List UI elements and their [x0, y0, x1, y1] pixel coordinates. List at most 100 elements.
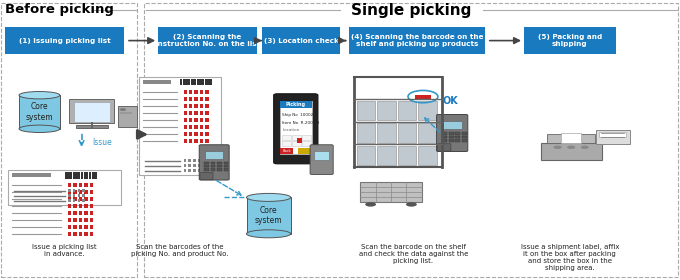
FancyBboxPatch shape	[462, 136, 467, 138]
FancyBboxPatch shape	[200, 132, 203, 136]
FancyBboxPatch shape	[357, 123, 375, 143]
FancyBboxPatch shape	[599, 132, 626, 137]
FancyBboxPatch shape	[120, 112, 133, 114]
FancyBboxPatch shape	[193, 164, 196, 167]
FancyBboxPatch shape	[184, 97, 187, 101]
FancyBboxPatch shape	[211, 169, 216, 171]
FancyBboxPatch shape	[84, 204, 88, 208]
FancyBboxPatch shape	[205, 90, 209, 94]
FancyBboxPatch shape	[68, 211, 71, 215]
FancyBboxPatch shape	[89, 172, 91, 179]
FancyBboxPatch shape	[262, 27, 341, 54]
Ellipse shape	[19, 125, 60, 132]
FancyBboxPatch shape	[199, 145, 229, 180]
FancyBboxPatch shape	[442, 136, 447, 138]
FancyBboxPatch shape	[198, 164, 201, 167]
Text: Core
system: Core system	[255, 206, 282, 225]
FancyBboxPatch shape	[547, 134, 595, 143]
FancyBboxPatch shape	[75, 172, 79, 179]
FancyBboxPatch shape	[186, 79, 188, 85]
Circle shape	[567, 146, 575, 149]
FancyBboxPatch shape	[200, 139, 203, 143]
FancyBboxPatch shape	[68, 189, 71, 192]
FancyBboxPatch shape	[194, 132, 198, 136]
FancyBboxPatch shape	[193, 169, 196, 172]
FancyBboxPatch shape	[188, 169, 191, 172]
FancyBboxPatch shape	[357, 101, 375, 120]
Text: (3) Location check: (3) Location check	[264, 38, 339, 44]
FancyBboxPatch shape	[205, 151, 223, 159]
FancyBboxPatch shape	[183, 79, 186, 85]
Text: (1) Issuing picking list: (1) Issuing picking list	[19, 38, 110, 44]
FancyBboxPatch shape	[462, 132, 467, 135]
FancyBboxPatch shape	[194, 125, 198, 129]
FancyBboxPatch shape	[462, 139, 467, 142]
FancyBboxPatch shape	[280, 101, 311, 108]
FancyBboxPatch shape	[210, 79, 212, 85]
FancyBboxPatch shape	[205, 132, 209, 136]
FancyBboxPatch shape	[596, 130, 630, 144]
FancyBboxPatch shape	[199, 79, 203, 85]
FancyBboxPatch shape	[200, 172, 213, 180]
FancyBboxPatch shape	[377, 123, 396, 143]
Ellipse shape	[247, 230, 291, 238]
FancyBboxPatch shape	[73, 225, 77, 229]
FancyBboxPatch shape	[456, 136, 460, 138]
FancyBboxPatch shape	[144, 3, 678, 277]
FancyBboxPatch shape	[189, 111, 192, 115]
FancyBboxPatch shape	[200, 90, 203, 94]
Text: Ship No  10002: Ship No 10002	[282, 113, 313, 117]
FancyBboxPatch shape	[73, 194, 75, 197]
FancyBboxPatch shape	[418, 101, 437, 120]
FancyBboxPatch shape	[449, 132, 454, 135]
FancyBboxPatch shape	[84, 197, 88, 201]
FancyBboxPatch shape	[194, 104, 198, 108]
FancyBboxPatch shape	[184, 118, 187, 122]
FancyBboxPatch shape	[8, 170, 121, 205]
Text: (4) Scanning the barcode on the
shelf and picking up products: (4) Scanning the barcode on the shelf an…	[351, 34, 483, 47]
FancyBboxPatch shape	[68, 204, 71, 208]
FancyBboxPatch shape	[398, 101, 416, 120]
FancyBboxPatch shape	[189, 90, 192, 94]
FancyBboxPatch shape	[90, 232, 93, 236]
FancyBboxPatch shape	[79, 190, 82, 194]
FancyBboxPatch shape	[67, 172, 71, 179]
FancyBboxPatch shape	[200, 104, 203, 108]
Text: Scan the barcodes of the
picking No. and product No.: Scan the barcodes of the picking No. and…	[131, 244, 229, 256]
FancyBboxPatch shape	[205, 111, 209, 115]
FancyBboxPatch shape	[189, 132, 192, 136]
FancyBboxPatch shape	[184, 159, 186, 162]
FancyBboxPatch shape	[194, 139, 198, 143]
FancyBboxPatch shape	[189, 139, 192, 143]
FancyBboxPatch shape	[82, 194, 85, 197]
FancyBboxPatch shape	[302, 135, 311, 140]
FancyBboxPatch shape	[78, 172, 80, 179]
FancyBboxPatch shape	[68, 232, 71, 236]
FancyBboxPatch shape	[158, 27, 257, 54]
FancyBboxPatch shape	[297, 138, 302, 143]
FancyBboxPatch shape	[184, 90, 187, 94]
FancyBboxPatch shape	[200, 118, 203, 122]
FancyBboxPatch shape	[95, 172, 97, 179]
Bar	[19, 95, 60, 129]
FancyBboxPatch shape	[70, 172, 72, 179]
FancyBboxPatch shape	[73, 190, 77, 194]
FancyBboxPatch shape	[79, 183, 82, 187]
FancyBboxPatch shape	[224, 169, 228, 171]
FancyBboxPatch shape	[194, 79, 196, 85]
FancyBboxPatch shape	[194, 111, 198, 115]
FancyBboxPatch shape	[205, 162, 209, 164]
FancyBboxPatch shape	[449, 139, 454, 142]
FancyBboxPatch shape	[205, 139, 209, 143]
FancyBboxPatch shape	[443, 121, 462, 129]
FancyBboxPatch shape	[73, 211, 77, 215]
FancyBboxPatch shape	[415, 95, 431, 99]
FancyBboxPatch shape	[377, 101, 396, 120]
FancyBboxPatch shape	[188, 79, 190, 85]
Text: Issue a shipment label, affix
it on the box after packing
and store the box in t: Issue a shipment label, affix it on the …	[521, 244, 619, 270]
FancyBboxPatch shape	[200, 97, 203, 101]
FancyBboxPatch shape	[84, 218, 88, 222]
FancyBboxPatch shape	[314, 151, 329, 160]
FancyBboxPatch shape	[68, 199, 71, 202]
FancyBboxPatch shape	[224, 165, 228, 167]
